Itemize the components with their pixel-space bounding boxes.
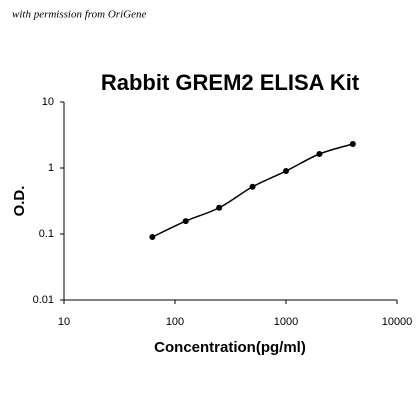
- data-point: [283, 168, 289, 175]
- x-tick-label: 10: [58, 316, 70, 328]
- y-tick-label: 0.1: [39, 228, 54, 240]
- data-point: [216, 204, 223, 211]
- chart-title: Rabbit GREM2 ELISA Kit: [101, 70, 360, 95]
- y-tick-label: 1: [48, 162, 54, 174]
- fit-curve: [152, 143, 354, 238]
- y-axis-label: O.D.: [11, 186, 28, 217]
- x-tick-label: 100: [166, 316, 184, 328]
- data-point: [349, 141, 356, 148]
- x-axis-label: Concentration(pg/ml): [154, 339, 306, 356]
- data-point: [316, 150, 323, 157]
- x-tick-label: 10000: [382, 316, 413, 328]
- x-tick-label: 1000: [274, 316, 298, 328]
- annotation: with permission from OriGene: [12, 9, 146, 21]
- data-point: [182, 218, 189, 225]
- data-point: [249, 183, 256, 190]
- data-point: [149, 234, 156, 241]
- y-tick-label: 0.01: [33, 294, 54, 306]
- y-tick-label: 10: [42, 96, 54, 108]
